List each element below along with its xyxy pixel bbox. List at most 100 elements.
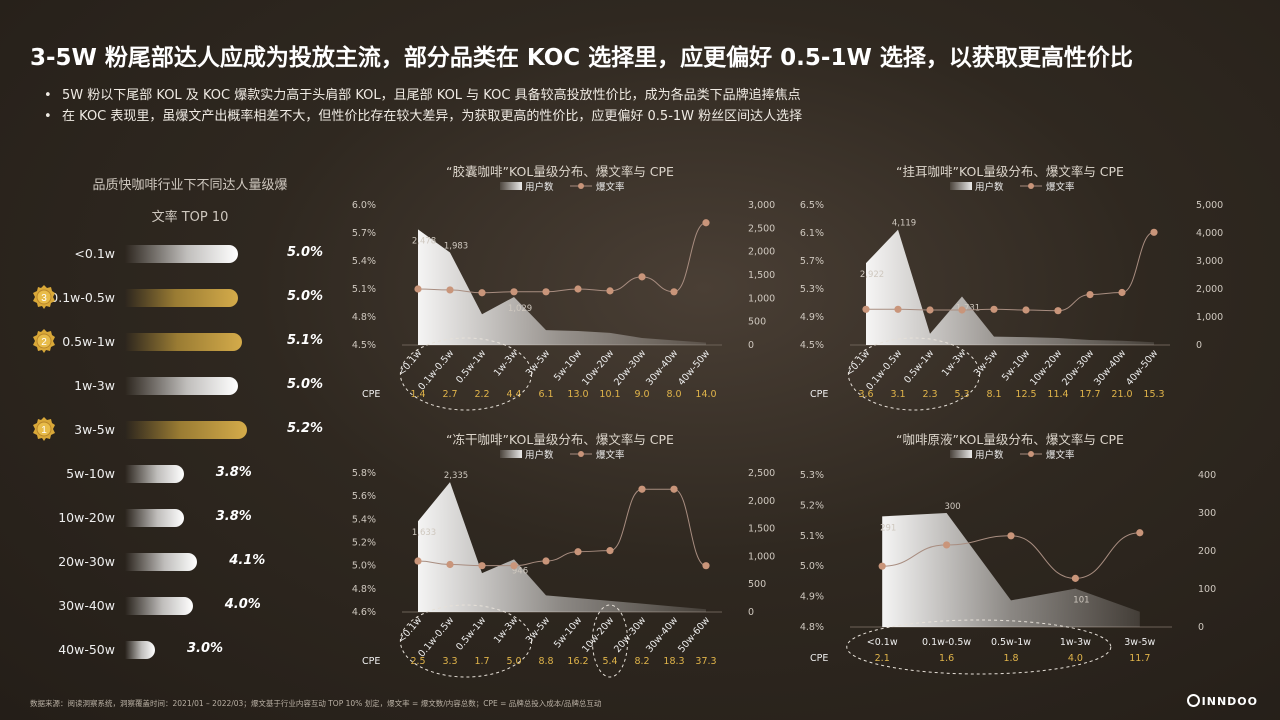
rate-line bbox=[882, 532, 1140, 579]
rank-value: 5.2% bbox=[287, 421, 324, 436]
users-data-label: 1,029 bbox=[508, 304, 532, 314]
logo-ring-icon bbox=[1186, 694, 1200, 707]
svg-text:2: 2 bbox=[41, 337, 47, 348]
rate-point bbox=[702, 219, 710, 227]
y-left-tick: 5.2% bbox=[800, 500, 824, 511]
cpe-value: 2.1 bbox=[875, 653, 890, 664]
y-left-tick: 5.0% bbox=[352, 561, 376, 572]
legend-users-label: 用户数 bbox=[975, 181, 1004, 193]
legend-rate-dot bbox=[578, 183, 584, 189]
users-data-label: 300 bbox=[944, 502, 960, 512]
svg-text:1: 1 bbox=[41, 425, 47, 436]
rank-bar bbox=[125, 597, 193, 615]
chart-svg: “胶囊咖啡”KOL量级分布、爆文率与 CPE 用户数 爆文率 6.0% 5.7% 5.4%… bbox=[352, 164, 775, 411]
y-right-tick: 5,000 bbox=[1196, 200, 1223, 211]
rate-point bbox=[1118, 288, 1126, 297]
legend-rate-dot bbox=[578, 451, 584, 457]
data-source-note: 数据来源：阅读洞察系统，洞察覆盖时间：2021/01 – 2022/03；爆文基… bbox=[30, 699, 602, 708]
rank-row: 10w-20w 3.8% bbox=[0, 508, 330, 528]
x-tick-label: 0.5w-1w bbox=[902, 348, 936, 386]
rate-point bbox=[862, 305, 870, 313]
chart-coffee-concentrate: “咖啡原液”KOL量级分布、爆文率与 CPE 用户数 爆文率 5.3% 5.2% 5.1%… bbox=[790, 428, 1230, 675]
rank-label: 40w-50w bbox=[58, 642, 115, 657]
rate-point bbox=[1150, 228, 1158, 236]
rate-point bbox=[478, 289, 486, 297]
cpe-value: 1.8 bbox=[1003, 653, 1018, 664]
cpe-label: CPE bbox=[362, 389, 380, 400]
rate-point bbox=[670, 485, 678, 493]
rank-value: 5.0% bbox=[287, 289, 324, 304]
x-tick-label: 5w-10w bbox=[1000, 348, 1032, 384]
rank-row: 40w-50w 3.0% bbox=[0, 640, 330, 660]
y-left-tick: 4.8% bbox=[800, 622, 824, 633]
logo-text: INNDOO bbox=[1201, 695, 1258, 708]
rate-point bbox=[1136, 529, 1144, 537]
cpe-value: 4.0 bbox=[1068, 653, 1083, 664]
y-right-tick: 2,500 bbox=[748, 468, 775, 479]
rank-bar bbox=[125, 509, 184, 527]
cpe-value: 2.7 bbox=[442, 389, 457, 400]
y-left-tick: 5.1% bbox=[352, 284, 376, 295]
y-right-tick: 300 bbox=[1198, 508, 1216, 519]
cpe-value: 17.7 bbox=[1079, 389, 1100, 400]
y-right-tick: 500 bbox=[748, 579, 766, 590]
cpe-value: 1.4 bbox=[410, 389, 425, 400]
bullet-item: 5W 粉以下尾部 KOL 及 KOC 爆款实力高于头肩部 KOL，且尾部 KOL… bbox=[44, 85, 802, 106]
y-left-tick: 4.8% bbox=[352, 584, 376, 595]
cpe-value: 1.6 bbox=[939, 653, 954, 664]
x-tick-label: 5w-10w bbox=[552, 348, 584, 384]
y-left-tick: 5.3% bbox=[800, 470, 824, 481]
rate-point bbox=[606, 287, 614, 295]
y-right-tick: 2,500 bbox=[748, 223, 775, 234]
y-left-tick: 4.5% bbox=[352, 340, 376, 351]
highlight-ellipse bbox=[847, 337, 981, 411]
x-tick-label: 30w-40w bbox=[644, 615, 680, 655]
x-tick-label: 30w-40w bbox=[644, 348, 680, 388]
y-left-tick: 4.8% bbox=[352, 312, 376, 323]
rank-label: 20w-30w bbox=[58, 554, 115, 569]
cpe-label: CPE bbox=[362, 656, 380, 667]
chart-title: “胶囊咖啡”KOL量级分布、爆文率与 CPE bbox=[446, 164, 674, 179]
rate-point bbox=[943, 541, 951, 549]
x-tick-label: 10w-20w bbox=[580, 348, 616, 388]
rate-point bbox=[1086, 291, 1094, 299]
rate-point bbox=[638, 485, 646, 493]
y-left-tick: 5.4% bbox=[352, 514, 376, 525]
y-right-tick: 1,000 bbox=[1196, 312, 1223, 323]
page-title: 3-5W 粉尾部达人应成为投放主流，部分品类在 KOC 选择里，应更偏好 0.5… bbox=[30, 45, 1133, 71]
rate-point bbox=[670, 288, 678, 296]
y-left-tick: 5.4% bbox=[352, 256, 376, 267]
cpe-value: 3.6 bbox=[858, 389, 873, 400]
rate-point bbox=[702, 562, 710, 570]
rank-row: 5w-10w 3.8% bbox=[0, 464, 330, 484]
y-left-tick: 5.7% bbox=[352, 228, 376, 239]
y-right-tick: 2,000 bbox=[748, 247, 775, 258]
y-right-tick: 3,000 bbox=[748, 200, 775, 211]
x-tick-label: 20w-30w bbox=[612, 615, 648, 655]
legend-users-swatch bbox=[950, 450, 972, 458]
rate-point bbox=[478, 562, 486, 570]
chart-drip-coffee: “挂耳咖啡”KOL量级分布、爆文率与 CPE 用户数 爆文率 6.5% 6.1% 5.7%… bbox=[790, 160, 1230, 411]
cpe-value: 3.3 bbox=[442, 656, 457, 667]
users-data-label: 1,633 bbox=[412, 528, 436, 538]
y-left-tick: 5.3% bbox=[800, 284, 824, 295]
users-data-label: 1,731 bbox=[956, 304, 980, 314]
y-right-tick: 2,000 bbox=[748, 496, 775, 507]
y-right-tick: 2,000 bbox=[1196, 284, 1223, 295]
y-left-tick: 5.2% bbox=[352, 538, 376, 549]
bullet-item: 在 KOC 表现里，虽爆文产出概率相差不大，但性价比存在较大差异，为获取更高的性… bbox=[44, 106, 802, 127]
rate-point bbox=[574, 548, 582, 556]
legend-rate-dot bbox=[1028, 451, 1034, 457]
rate-point bbox=[1007, 532, 1015, 540]
chart-title: “挂耳咖啡”KOL量级分布、爆文率与 CPE bbox=[896, 164, 1124, 179]
y-left-tick: 4.6% bbox=[352, 607, 376, 618]
rate-point bbox=[990, 305, 998, 313]
cpe-value: 5.4 bbox=[602, 656, 617, 667]
x-tick-label: <0.1w bbox=[867, 637, 898, 648]
y-right-tick: 100 bbox=[1198, 584, 1216, 595]
x-tick-label: 20w-30w bbox=[1060, 348, 1096, 388]
y-right-tick: 0 bbox=[748, 607, 754, 618]
rank-row: 1w-3w 5.0% bbox=[0, 376, 330, 396]
legend-users-label: 用户数 bbox=[975, 449, 1004, 461]
legend-users-label: 用户数 bbox=[525, 449, 554, 461]
